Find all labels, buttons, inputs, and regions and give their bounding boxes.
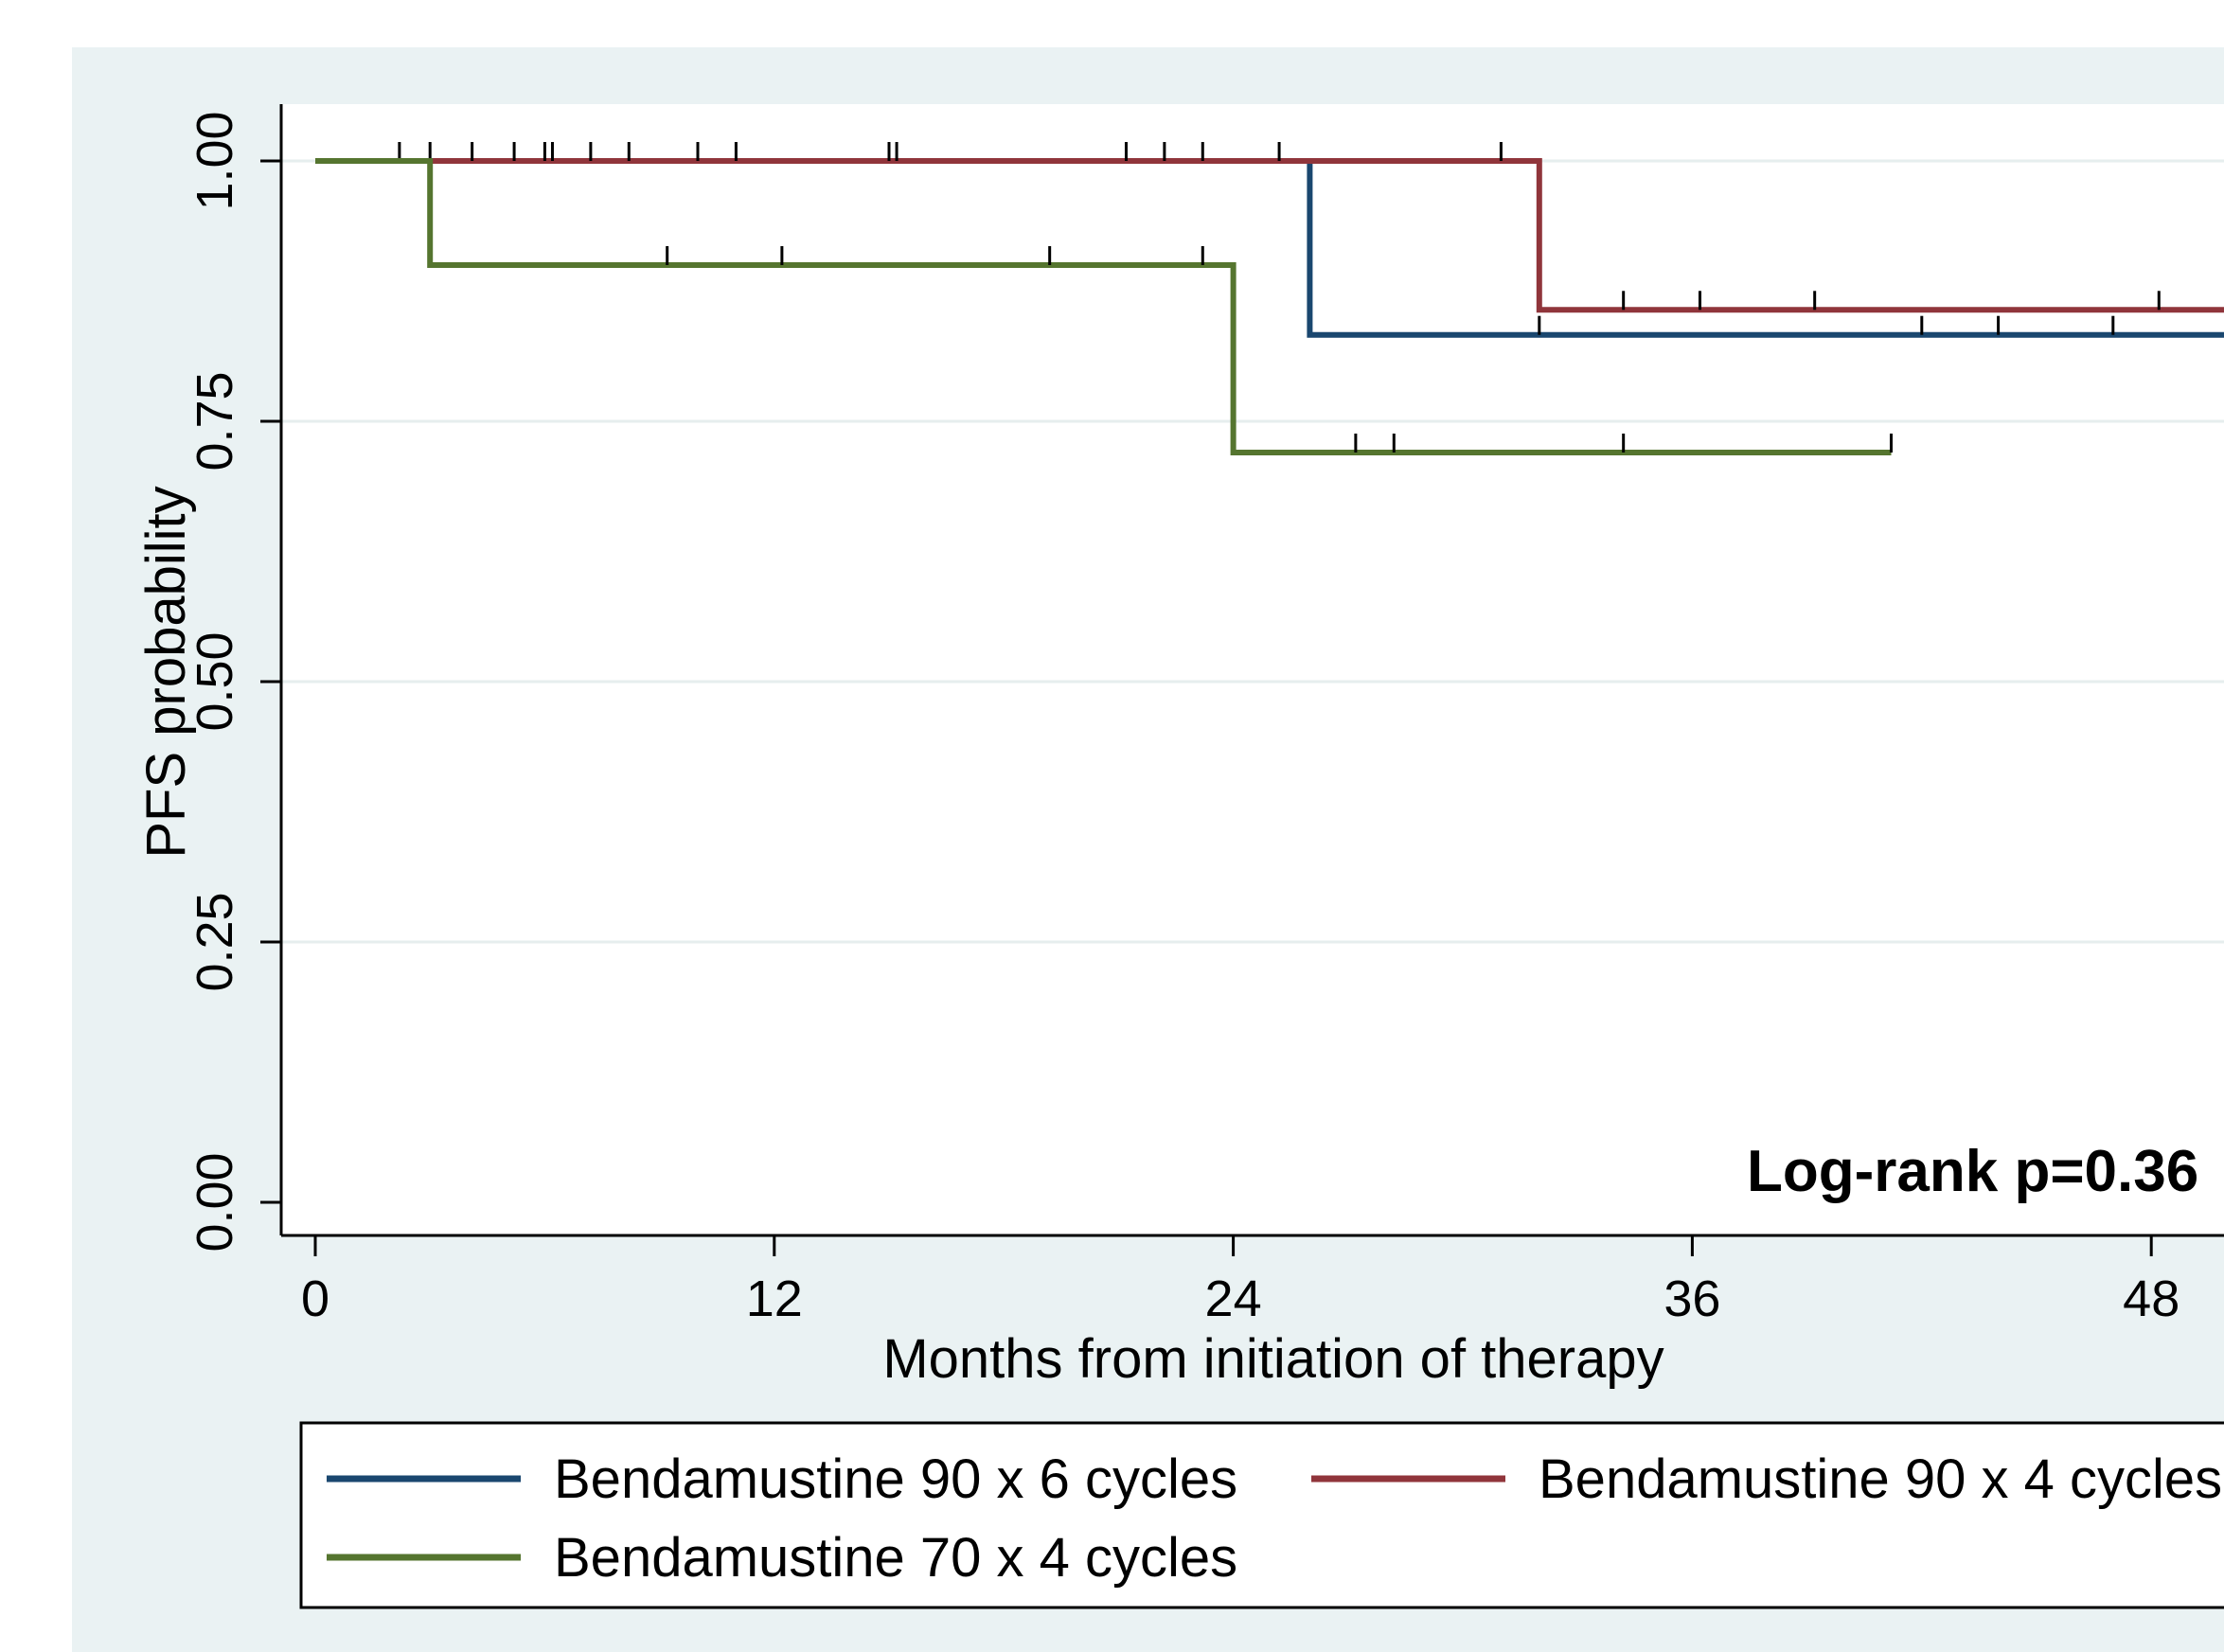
annotation-text: Log-rank p=0.36 (1747, 1139, 2198, 1204)
y-tick-label-2: 0.50 (187, 631, 243, 731)
legend: Bendamustine 90 x 6 cycles Bendamustine 9… (299, 1421, 2224, 1609)
legend-label-2: Bendamustine 70 x 4 cycles (554, 1527, 1237, 1589)
legend-box (299, 1421, 2224, 1609)
axes: 0.000.250.500.751.0001224364860 (187, 104, 2224, 1327)
x-tick-label-1: 12 (746, 1270, 803, 1327)
plot-region (281, 104, 2224, 1235)
series-line-1 (315, 158, 2224, 313)
y-tick-label-3: 0.75 (187, 371, 243, 471)
series-line-2 (315, 158, 1892, 455)
y-tick-label-0: 0.00 (187, 1152, 243, 1252)
x-tick-label-2: 24 (1205, 1270, 1262, 1327)
y-tick-label-4: 1.00 (187, 111, 243, 210)
legend-label-0: Bendamustine 90 x 6 cycles (554, 1448, 1237, 1510)
y-tick-label-1: 0.25 (187, 892, 243, 991)
x-tick-label-4: 48 (2123, 1270, 2180, 1327)
legend-label-1: Bendamustine 90 x 4 cycles (1539, 1448, 2222, 1510)
y-axis-title: PFS probability (135, 486, 197, 858)
x-tick-label-3: 36 (1664, 1270, 1720, 1327)
x-axis-title: Months from initiation of therapy (882, 1328, 1664, 1390)
x-tick-label-0: 0 (301, 1270, 329, 1327)
series (315, 142, 2224, 455)
